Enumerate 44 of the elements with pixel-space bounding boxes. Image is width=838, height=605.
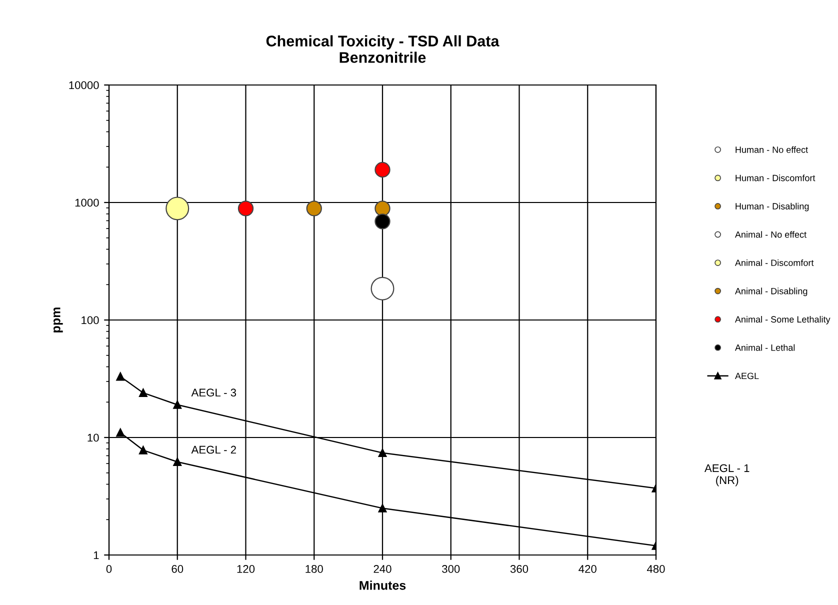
point bbox=[116, 428, 125, 437]
point bbox=[378, 504, 387, 512]
point bbox=[173, 400, 182, 409]
legend-label: Animal - Some Lethality bbox=[734, 316, 830, 324]
point bbox=[374, 200, 390, 216]
legend-label: Animal - No effect bbox=[734, 231, 806, 238]
point bbox=[306, 200, 322, 216]
x-tick-label: 120 bbox=[237, 565, 255, 573]
point bbox=[370, 276, 394, 300]
annotation: AEGL - 3 bbox=[191, 388, 236, 397]
text: AEGL - 1 (NR) bbox=[704, 464, 750, 486]
legend-label: Animal - Disabling bbox=[734, 288, 808, 296]
legend-label: Animal - Lethal bbox=[734, 344, 795, 351]
legend-label: AEGL bbox=[734, 372, 759, 380]
point bbox=[238, 200, 254, 216]
point bbox=[378, 448, 387, 458]
point bbox=[374, 162, 390, 178]
x-tick-label: 60 bbox=[172, 565, 184, 573]
point bbox=[139, 446, 148, 454]
point bbox=[139, 388, 148, 397]
x-tick-label: 300 bbox=[442, 565, 460, 573]
x-tick-label: 360 bbox=[510, 565, 528, 573]
x-tick-label: 480 bbox=[646, 565, 665, 573]
y-tick-label: 10000 bbox=[69, 81, 99, 90]
y-axis-title: ppm bbox=[53, 308, 63, 332]
x-tick-label: 240 bbox=[374, 565, 392, 573]
x-tick-label: 420 bbox=[578, 565, 596, 573]
y-tick-label: 100 bbox=[82, 316, 99, 324]
legend-label: Human - Discomfort bbox=[736, 174, 816, 182]
point bbox=[166, 196, 190, 220]
x-tick-label: 180 bbox=[306, 565, 323, 573]
point bbox=[374, 214, 390, 230]
annotation: AEGL - 2 bbox=[191, 446, 236, 454]
point bbox=[116, 372, 125, 381]
x-tick-label: 0 bbox=[106, 565, 112, 573]
legend-label: Animal - Discomfort bbox=[734, 259, 814, 266]
x-axis-title: Minutes bbox=[360, 580, 406, 590]
y-tick-label: 1000 bbox=[75, 198, 99, 207]
y-tick-label: 10 bbox=[88, 434, 99, 442]
legend-label: Human - No effect bbox=[736, 146, 808, 153]
point bbox=[173, 458, 182, 466]
y-tick-label: 1 bbox=[94, 551, 99, 560]
legend-label: Human - Disabling bbox=[736, 202, 809, 212]
chart-title: Chemical Toxicity - TSD All Data Benzonitrile bbox=[266, 35, 500, 63]
